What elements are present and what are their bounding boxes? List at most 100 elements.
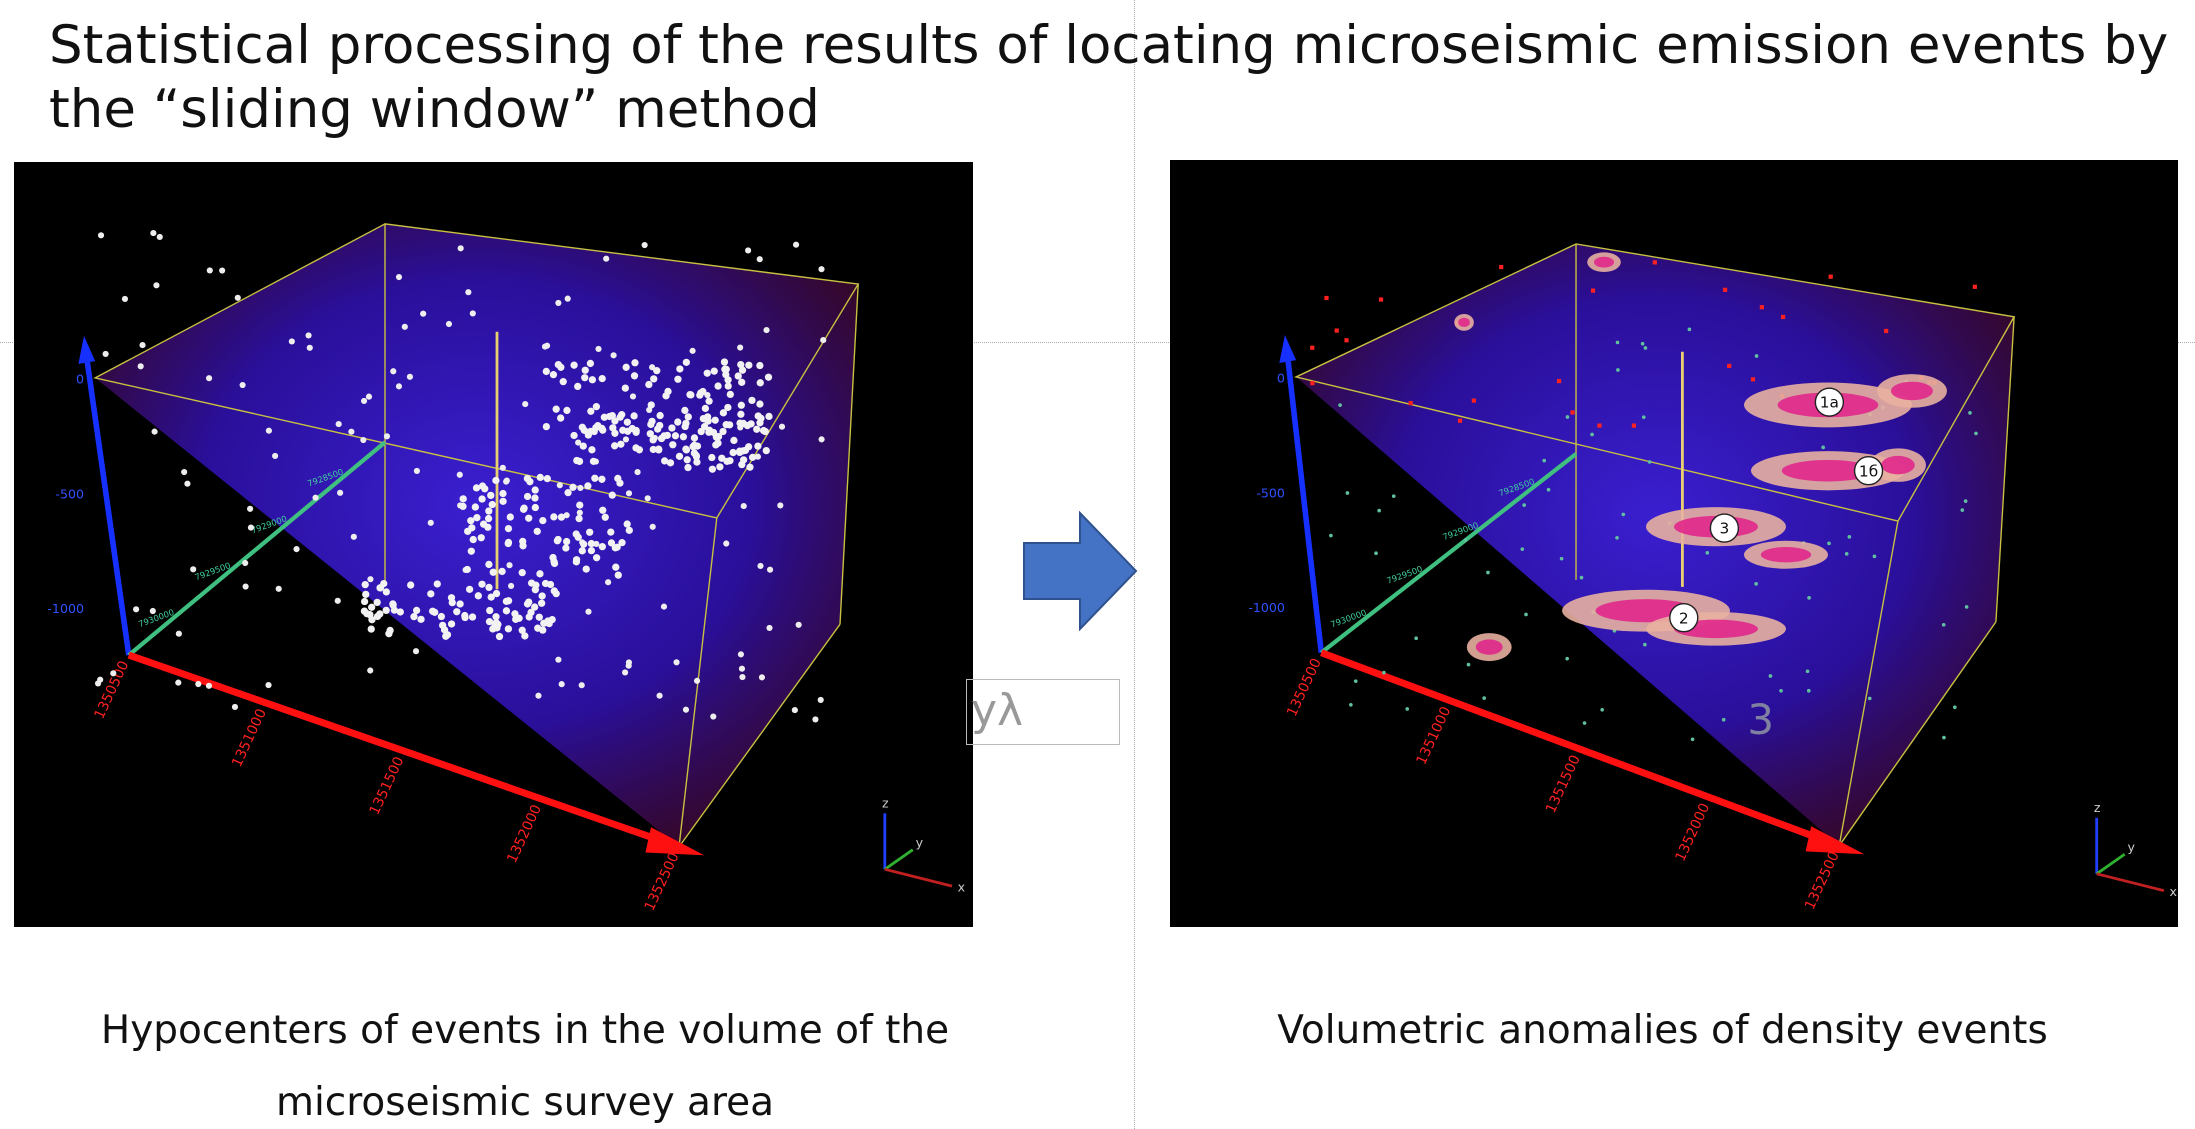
triad-x — [2096, 872, 2165, 892]
event — [511, 610, 519, 618]
event — [1807, 596, 1811, 600]
event — [1942, 735, 1946, 740]
event — [705, 397, 713, 405]
volume — [1296, 243, 2015, 846]
event — [1806, 688, 1811, 693]
event — [494, 620, 502, 629]
depth-label: -500 — [1256, 485, 1285, 500]
sensor — [1344, 338, 1349, 343]
event — [756, 361, 764, 370]
event — [587, 407, 595, 415]
event — [679, 433, 688, 441]
anomaly-core — [1593, 256, 1615, 268]
event — [668, 424, 676, 432]
event — [716, 463, 724, 471]
event — [1374, 551, 1378, 556]
event — [488, 500, 496, 509]
event — [293, 546, 300, 553]
event — [738, 366, 747, 374]
event — [525, 514, 533, 522]
sensor — [1780, 314, 1786, 320]
event — [714, 382, 722, 390]
event — [234, 294, 241, 301]
event — [368, 603, 376, 611]
triad-y — [2095, 853, 2126, 875]
event — [634, 469, 641, 476]
event — [272, 452, 279, 459]
event — [682, 706, 690, 713]
anomaly-label: 1б — [1859, 462, 1878, 480]
event — [1405, 707, 1410, 711]
event — [1844, 552, 1849, 556]
event — [365, 393, 373, 400]
sensor — [1378, 297, 1384, 302]
event — [373, 612, 382, 621]
event — [1482, 696, 1486, 700]
event — [723, 540, 730, 547]
event — [655, 445, 663, 453]
y-label: 7929000 — [1441, 520, 1479, 542]
event — [647, 401, 655, 409]
event — [618, 539, 626, 547]
event — [576, 509, 583, 516]
event — [1520, 547, 1525, 551]
event — [396, 608, 404, 616]
event — [562, 544, 570, 552]
event — [360, 436, 367, 444]
event — [703, 413, 712, 421]
event — [412, 648, 420, 655]
event — [693, 442, 702, 450]
event — [737, 401, 745, 409]
event — [205, 682, 213, 689]
event — [531, 603, 539, 611]
event — [456, 600, 464, 608]
event — [1579, 575, 1584, 580]
sensor — [1631, 423, 1637, 428]
event — [525, 613, 533, 621]
triad-y — [883, 848, 914, 871]
event — [745, 247, 752, 254]
event — [506, 513, 514, 521]
event — [1968, 411, 1972, 415]
event — [373, 598, 381, 607]
event — [487, 491, 495, 500]
event — [539, 626, 547, 634]
event — [1779, 688, 1783, 693]
event — [549, 371, 558, 379]
event — [485, 507, 493, 515]
event — [621, 384, 629, 392]
x-label: 1352000 — [504, 802, 545, 865]
event — [459, 495, 467, 503]
event — [1565, 656, 1569, 661]
event — [540, 619, 548, 627]
event — [580, 540, 588, 548]
event — [137, 363, 144, 370]
event — [1349, 702, 1353, 707]
event — [586, 359, 595, 368]
event — [121, 295, 129, 303]
event — [502, 607, 511, 615]
anomaly-core — [1890, 381, 1933, 401]
event — [722, 421, 730, 429]
event — [681, 406, 689, 415]
event — [376, 584, 385, 592]
event — [1643, 346, 1648, 350]
event — [581, 366, 589, 374]
event — [360, 607, 369, 615]
text-box[interactable]: уλ — [966, 679, 1120, 745]
event — [623, 418, 631, 426]
event — [726, 390, 734, 399]
event — [649, 445, 657, 454]
arrow — [1023, 511, 1138, 631]
event — [512, 615, 520, 623]
event — [433, 580, 441, 588]
event — [624, 427, 632, 435]
event — [205, 375, 213, 382]
z-axis — [1284, 357, 1325, 653]
event — [559, 377, 567, 386]
event — [664, 387, 672, 396]
label-marker — [1669, 602, 1699, 633]
event — [247, 524, 255, 531]
depth-label: -1000 — [47, 601, 84, 616]
y-label: 7929500 — [1385, 564, 1423, 586]
